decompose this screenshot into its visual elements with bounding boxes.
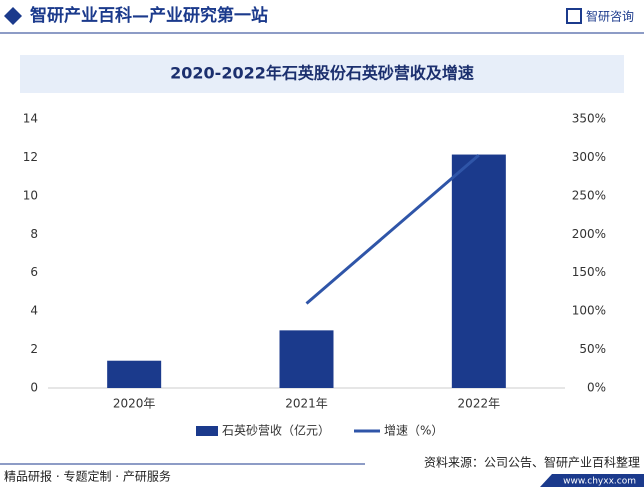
line <box>305 153 480 305</box>
y-tick-label: 0 <box>30 381 38 395</box>
y2-tick-label: 300% <box>572 150 606 164</box>
bar <box>279 330 334 388</box>
header-logo: 智研咨询 <box>586 9 634 24</box>
header-icon <box>4 7 22 25</box>
y-tick-label: 12 <box>23 150 38 164</box>
y2-tick-label: 250% <box>572 188 606 202</box>
logo-icon <box>566 8 582 24</box>
y2-tick-label: 350% <box>572 112 606 126</box>
y-tick-label: 6 <box>30 265 38 279</box>
x-tick-label: 2020年 <box>113 397 156 411</box>
footer-left: 精品研报 · 专题定制 · 产研服务 <box>4 469 171 484</box>
y-tick-label: 10 <box>23 188 38 202</box>
footer-band <box>540 474 644 487</box>
x-tick-label: 2021年 <box>285 397 328 411</box>
footer-source: 资料来源：公司公告、智研产业百科整理 <box>424 455 640 470</box>
plot: 0 2 4 6 8 10 12 14 0% 50% 100% 150% 200% 250% 300% 350%… <box>23 112 606 438</box>
y2-tick-label: 200% <box>572 227 606 241</box>
header-title: 智研产业百科—产业研究第一站 <box>30 5 268 26</box>
y2-tick-label: 0% <box>587 381 606 395</box>
y-tick-label: 8 <box>30 227 38 241</box>
x-tick-label: 2022年 <box>458 397 501 411</box>
y-tick-label: 4 <box>30 304 38 318</box>
legend-label: 增速（%） <box>384 424 443 438</box>
y2-tick-label: 100% <box>572 304 606 318</box>
chart-title: 2020-2022年石英股份石英砂营收及增速 <box>170 64 474 83</box>
legend-label: 石英砂营收（亿元） <box>222 423 330 438</box>
footer-url: www.chyxx.com <box>563 477 636 487</box>
y-tick-label: 2 <box>30 342 38 356</box>
title-box <box>20 55 624 93</box>
y2-tick-label: 50% <box>579 342 606 356</box>
y-tick-label: 14 <box>23 112 38 126</box>
y2-tick-label: 150% <box>572 265 606 279</box>
legend-swatch <box>196 426 218 436</box>
bar <box>107 360 162 388</box>
bar <box>451 154 506 388</box>
